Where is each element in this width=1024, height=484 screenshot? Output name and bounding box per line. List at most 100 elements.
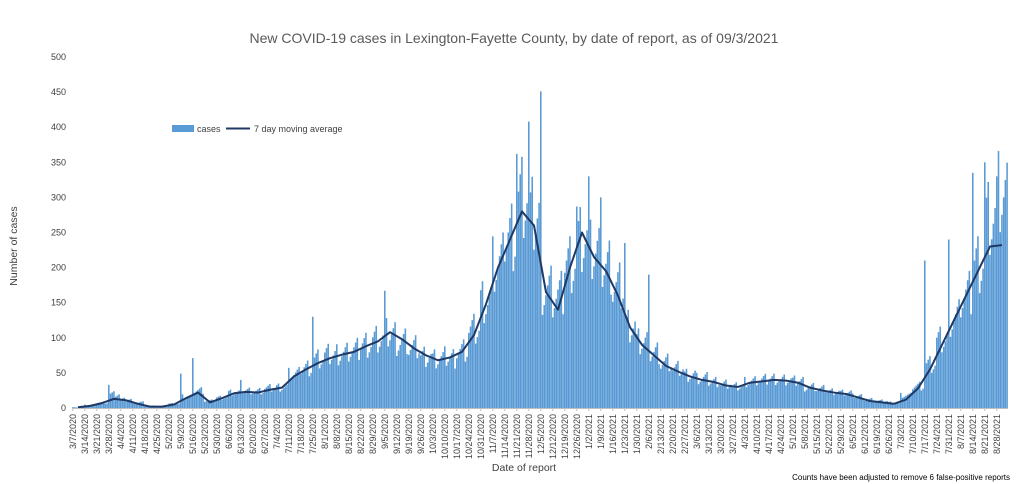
bar-cases: [579, 207, 582, 408]
bar-cases: [682, 369, 684, 408]
bar-cases: [658, 364, 660, 408]
x-tick-label: 11/14/2020: [500, 414, 510, 458]
bar-cases: [948, 239, 950, 408]
bar-cases: [346, 342, 348, 408]
bar-cases: [180, 373, 182, 408]
bar-cases: [804, 391, 806, 408]
bar-cases: [257, 389, 259, 408]
bar-cases: [639, 354, 642, 408]
bar-cases: [445, 365, 448, 408]
bar-cases: [881, 399, 883, 408]
x-tick-label: 3/20/2021: [716, 414, 726, 454]
bar-cases: [291, 378, 294, 408]
bar-cases: [533, 249, 535, 408]
bar-cases: [953, 321, 955, 408]
bar-cases: [752, 378, 755, 408]
x-tick-label: 12/26/2020: [572, 414, 582, 459]
bar-cases: [480, 290, 482, 408]
bar-cases: [720, 385, 722, 408]
bar-cases: [857, 396, 859, 408]
bar-cases: [216, 397, 218, 408]
bar-cases: [968, 270, 971, 408]
bar-cases: [248, 387, 251, 408]
bar-cases: [255, 390, 258, 408]
bar-cases: [903, 396, 906, 408]
bar-cases: [454, 368, 456, 408]
bar-cases: [447, 361, 450, 408]
bar-cases: [399, 344, 402, 408]
x-tick-label: 10/3/2020: [428, 414, 438, 454]
bar-cases: [224, 398, 227, 408]
bar-cases: [538, 202, 540, 408]
bar-cases: [829, 389, 832, 408]
bar-cases: [574, 268, 576, 408]
bar-cases: [893, 403, 895, 408]
bar-cases: [336, 344, 338, 408]
bar-cases: [922, 388, 924, 408]
bar-cases: [925, 363, 928, 408]
bar-cases: [560, 270, 563, 408]
bar-cases: [714, 376, 717, 408]
bar-cases: [562, 314, 564, 408]
y-axis: 0 50 100 150 200 250 300 350 400 450 500: [51, 52, 66, 413]
bar-cases: [649, 361, 652, 408]
bar-cases: [774, 385, 777, 408]
bar-cases: [733, 384, 736, 408]
bar-cases: [879, 400, 882, 408]
x-tick-label: 10/10/2020: [440, 414, 450, 459]
bar-cases: [872, 401, 875, 408]
bar-cases: [401, 339, 403, 408]
bar-cases: [1001, 214, 1003, 408]
bar-cases: [192, 358, 194, 408]
bar-cases: [442, 352, 444, 408]
bar-cases: [822, 384, 825, 408]
bar-cases: [862, 398, 864, 408]
bar-cases: [173, 404, 175, 408]
bar-cases: [306, 360, 309, 408]
bar-cases: [193, 392, 196, 408]
bar-cases: [958, 299, 960, 408]
bar-cases: [162, 406, 165, 408]
bar-cases: [375, 325, 378, 408]
legend-swatch-cases: [172, 125, 194, 132]
bar-cases: [978, 293, 981, 408]
bar-cases: [529, 192, 532, 408]
bar-cases: [452, 349, 455, 408]
bar-cases: [433, 349, 436, 408]
bar-cases: [876, 401, 878, 408]
bar-cases: [354, 342, 357, 408]
bar-cases: [805, 389, 808, 408]
bar-cases: [690, 376, 693, 408]
bar-cases: [233, 394, 235, 408]
bar-cases: [348, 361, 350, 408]
bar-cases: [418, 353, 420, 408]
bar-cases: [723, 381, 726, 408]
bar-cases: [101, 401, 103, 408]
bar-cases: [300, 374, 302, 408]
x-tick-label: 3/27/2021: [728, 414, 738, 454]
bar-cases: [178, 403, 180, 408]
bar-cases: [210, 399, 213, 408]
bar-cases: [572, 280, 575, 408]
bar-cases: [912, 389, 914, 408]
bar-cases: [390, 334, 393, 408]
x-tick-label: 4/3/2021: [740, 414, 750, 449]
bar-cases: [510, 203, 513, 408]
bar-cases: [984, 162, 986, 408]
x-tick-label: 11/21/2020: [512, 414, 522, 458]
bar-cases: [221, 399, 223, 408]
x-tick-label: 2/20/2021: [668, 414, 678, 454]
bar-cases: [891, 403, 894, 408]
bar-cases: [99, 402, 102, 408]
bar-cases: [351, 352, 354, 408]
bar-cases: [414, 335, 417, 408]
bar-cases: [810, 384, 813, 408]
x-tick-label: 6/26/2021: [884, 414, 894, 454]
bar-cases: [608, 240, 611, 408]
bar-cases: [318, 368, 321, 408]
bar-cases: [845, 394, 847, 408]
x-tick-label: 4/4/2020: [116, 414, 126, 449]
bar-cases: [174, 404, 177, 408]
x-tick-label: 5/15/2021: [812, 414, 822, 454]
bar-cases: [858, 395, 861, 408]
